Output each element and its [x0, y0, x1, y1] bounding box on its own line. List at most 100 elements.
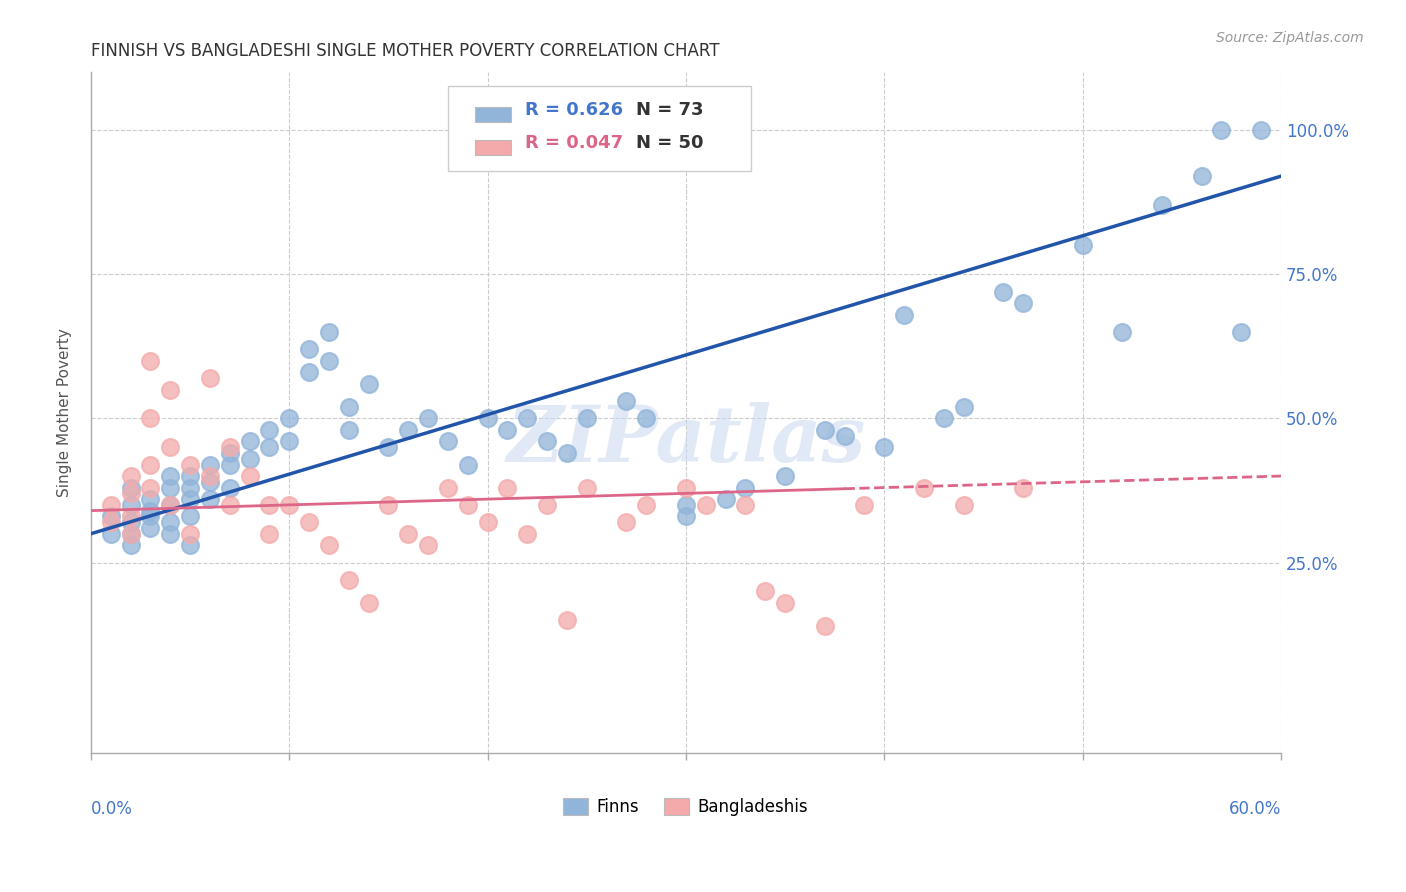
Point [120, 515, 142, 529]
Point [952, 400, 974, 414]
Point [179, 492, 201, 507]
Text: ZIPatlas: ZIPatlas [506, 401, 866, 478]
Point [239, 451, 262, 466]
Point [139, 492, 162, 507]
Point [278, 498, 301, 512]
Point [773, 469, 796, 483]
Point [198, 371, 221, 385]
Point [139, 458, 162, 472]
Point [873, 440, 896, 454]
Point [357, 596, 380, 610]
Point [120, 526, 142, 541]
Point [932, 411, 955, 425]
Point [396, 526, 419, 541]
Point [1012, 296, 1035, 310]
Point [814, 423, 837, 437]
Point [298, 515, 321, 529]
Point [139, 411, 162, 425]
Point [159, 498, 181, 512]
Point [159, 526, 181, 541]
Point [357, 376, 380, 391]
Point [675, 498, 697, 512]
Point [616, 394, 638, 409]
Point [1230, 325, 1253, 339]
Point [477, 411, 499, 425]
Legend: Finns, Bangladeshis: Finns, Bangladeshis [557, 791, 815, 822]
Point [239, 434, 262, 449]
Point [139, 509, 162, 524]
Point [734, 498, 756, 512]
Point [714, 492, 737, 507]
Point [259, 498, 281, 512]
Point [120, 481, 142, 495]
Point [1150, 198, 1173, 212]
Point [239, 469, 262, 483]
Point [139, 481, 162, 495]
Point [100, 509, 122, 524]
Point [318, 538, 340, 552]
Point [337, 400, 360, 414]
Point [298, 342, 321, 356]
Point [159, 469, 181, 483]
Point [636, 411, 658, 425]
Point [159, 440, 181, 454]
Point [259, 423, 281, 437]
Point [853, 498, 876, 512]
Point [516, 526, 538, 541]
Point [416, 538, 439, 552]
Point [575, 481, 598, 495]
Point [120, 486, 142, 500]
Point [218, 498, 240, 512]
Point [337, 423, 360, 437]
FancyBboxPatch shape [475, 140, 510, 154]
Point [416, 411, 439, 425]
Point [100, 498, 122, 512]
Point [179, 526, 201, 541]
Point [952, 498, 974, 512]
Text: Source: ZipAtlas.com: Source: ZipAtlas.com [1216, 31, 1364, 45]
Point [179, 458, 201, 472]
Point [377, 498, 399, 512]
Point [1211, 123, 1233, 137]
Point [179, 481, 201, 495]
Point [179, 538, 201, 552]
Point [218, 446, 240, 460]
Point [139, 503, 162, 517]
Point [496, 481, 519, 495]
Point [159, 515, 181, 529]
Point [1012, 481, 1035, 495]
Point [259, 526, 281, 541]
Point [575, 411, 598, 425]
Point [159, 383, 181, 397]
Point [120, 526, 142, 541]
Point [834, 428, 856, 442]
Point [754, 584, 776, 599]
Point [1111, 325, 1133, 339]
Point [198, 492, 221, 507]
Point [139, 353, 162, 368]
Point [555, 613, 578, 627]
Point [1071, 238, 1094, 252]
Point [120, 509, 142, 524]
Point [159, 498, 181, 512]
Point [218, 440, 240, 454]
Point [437, 481, 460, 495]
Point [636, 498, 658, 512]
Point [457, 458, 479, 472]
Point [159, 481, 181, 495]
Point [100, 515, 122, 529]
Point [536, 498, 558, 512]
Text: FINNISH VS BANGLADESHI SINGLE MOTHER POVERTY CORRELATION CHART: FINNISH VS BANGLADESHI SINGLE MOTHER POV… [91, 42, 720, 60]
Point [616, 515, 638, 529]
Point [218, 458, 240, 472]
Point [555, 446, 578, 460]
FancyBboxPatch shape [449, 86, 751, 171]
Point [675, 481, 697, 495]
Point [120, 469, 142, 483]
Point [318, 325, 340, 339]
Point [457, 498, 479, 512]
Point [536, 434, 558, 449]
Text: R = 0.626: R = 0.626 [526, 101, 623, 119]
Y-axis label: Single Mother Poverty: Single Mother Poverty [58, 328, 72, 497]
Point [893, 308, 915, 322]
